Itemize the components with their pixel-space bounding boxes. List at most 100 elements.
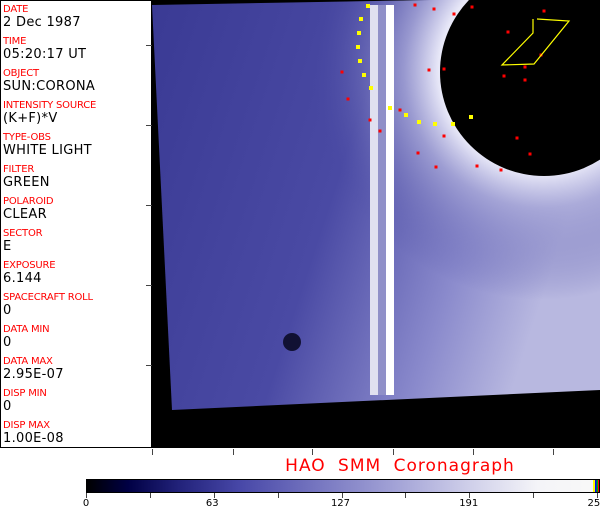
marker: [434, 165, 438, 169]
marker: [404, 113, 408, 117]
marker: [359, 17, 363, 21]
colorbar-tick: [405, 493, 407, 498]
colorbar-tick: [533, 493, 535, 498]
marker: [451, 122, 455, 126]
field-value: 05:20:17 UT: [3, 47, 87, 62]
marker: [515, 136, 519, 140]
overlay-outline: [500, 18, 571, 66]
axis-tick: [393, 449, 394, 455]
colorbar-tick: [213, 493, 215, 498]
field-value: 0: [3, 399, 12, 414]
axis-tick: [553, 449, 554, 455]
field-intensity-source: INTENSITY SOURCE (K+F)*V: [3, 100, 96, 126]
dark-spot: [283, 333, 301, 351]
field-label: DISP MAX: [3, 420, 50, 431]
plot-title: HAO SMM Coronagraph: [285, 456, 515, 476]
field-type-obs: TYPE-OBS WHITE LIGHT: [3, 132, 92, 158]
coronagraph-image: [152, 0, 600, 448]
marker: [442, 67, 446, 71]
marker: [499, 168, 503, 172]
coronagraph-image-svg: [152, 0, 600, 410]
field-spacecraft-roll: SPACECRAFT ROLL 0: [3, 292, 93, 318]
field-filter: FILTER GREEN: [3, 164, 50, 190]
field-value: 0: [3, 303, 12, 318]
field-value: 2 Dec 1987: [3, 15, 81, 30]
marker: [523, 65, 527, 69]
field-value: CLEAR: [3, 207, 47, 222]
colorbar-tick: [277, 493, 279, 498]
marker: [442, 134, 446, 138]
marker: [417, 120, 421, 124]
colorbar-tick-label: 255: [587, 498, 600, 509]
marker: [432, 7, 436, 11]
marker: [369, 86, 373, 90]
occulting-disk: [440, 0, 600, 176]
field-label: POLAROID: [3, 196, 54, 207]
field-label: TIME: [3, 36, 27, 47]
field-disp-min: DISP MIN 0: [3, 388, 47, 414]
marker: [469, 115, 473, 119]
marker: [368, 118, 372, 122]
marker: [433, 122, 437, 126]
marker: [506, 30, 510, 34]
marker: [358, 59, 362, 63]
colorbar-tick: [341, 493, 343, 498]
field-data-min: DATA MIN 0: [3, 324, 50, 350]
marker: [427, 68, 431, 72]
colorbar-tick-label: 63: [205, 498, 219, 509]
field-label: OBJECT: [3, 68, 39, 79]
marker: [366, 4, 370, 8]
marker: [528, 152, 532, 156]
field-value: E: [3, 239, 12, 254]
pylon: [370, 5, 378, 395]
field-label: DATA MAX: [3, 356, 53, 367]
colorbar-overlay-colors: [593, 480, 599, 492]
field-label: SECTOR: [3, 228, 43, 239]
marker: [475, 164, 479, 168]
field-exposure: EXPOSURE 6.144: [3, 260, 56, 286]
axis-tick: [233, 449, 234, 455]
field-value: WHITE LIGHT: [3, 143, 92, 158]
field-label: DATA MIN: [3, 324, 50, 335]
axis-tick: [146, 45, 152, 46]
marker: [470, 5, 474, 9]
field-label: EXPOSURE: [3, 260, 56, 271]
field-value: (K+F)*V: [3, 111, 58, 126]
marker: [388, 106, 392, 110]
field-value: 6.144: [3, 271, 42, 286]
axis-tick: [146, 205, 152, 206]
marker: [357, 31, 361, 35]
field-object: OBJECT SUN:CORONA: [3, 68, 95, 94]
field-value: 2.95E-07: [3, 367, 64, 382]
colorbar-tick-label: 127: [330, 498, 351, 509]
header-info-panel: DATE 2 Dec 1987 TIME 05:20:17 UT OBJECT SUN:C…: [0, 0, 152, 448]
axis-tick: [312, 449, 313, 455]
field-label: FILTER: [3, 164, 35, 175]
colorbar-tick: [86, 493, 87, 498]
marker: [362, 73, 366, 77]
field-label: TYPE-OBS: [3, 132, 51, 143]
field-date: DATE 2 Dec 1987: [3, 4, 81, 30]
marker: [416, 151, 420, 155]
field-value: 0: [3, 335, 12, 350]
axis-tick: [152, 449, 153, 455]
marker: [340, 70, 344, 74]
marker: [502, 74, 506, 78]
colorbar-tick-label: 191: [459, 498, 479, 509]
field-label: SPACECRAFT ROLL: [3, 292, 93, 303]
marker: [413, 3, 417, 7]
field-time: TIME 05:20:17 UT: [3, 36, 86, 62]
field-value: 1.00E-08: [3, 431, 64, 446]
colorbar: [86, 479, 600, 493]
colorbar-tick: [469, 493, 471, 498]
axis-tick: [473, 449, 474, 455]
marker: [398, 108, 402, 112]
marker: [356, 45, 360, 49]
field-polaroid: POLAROID CLEAR: [3, 196, 54, 222]
field-sector: SECTOR E: [3, 228, 43, 254]
axis-tick: [146, 285, 152, 286]
axis-tick: [146, 125, 152, 126]
field-label: INTENSITY SOURCE: [3, 100, 97, 111]
field-value: GREEN: [3, 175, 50, 190]
colorbar-tick-label: 0: [82, 498, 90, 509]
